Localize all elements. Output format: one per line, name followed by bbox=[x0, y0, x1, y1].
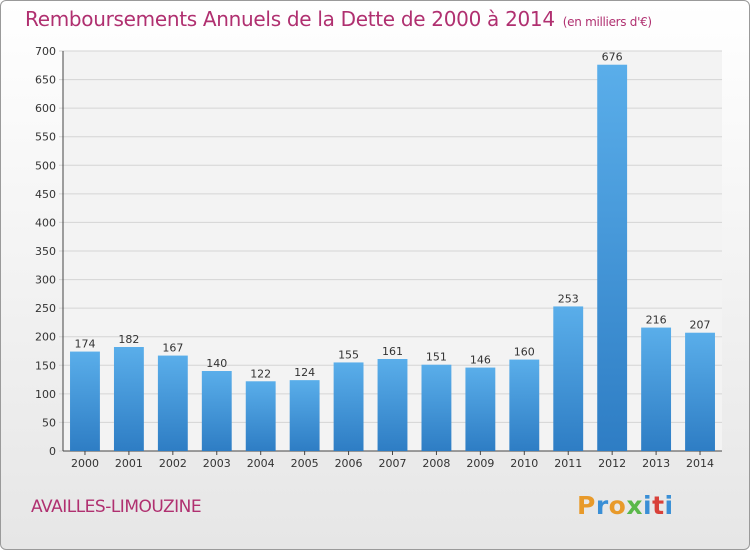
data-label: 182 bbox=[118, 333, 139, 346]
bar bbox=[245, 381, 276, 451]
bar bbox=[289, 380, 320, 451]
y-tick-label: 650 bbox=[35, 74, 56, 87]
bar bbox=[465, 367, 496, 451]
bar bbox=[553, 306, 584, 451]
x-tick-label: 2003 bbox=[203, 457, 231, 470]
bar bbox=[70, 351, 100, 451]
data-label: 124 bbox=[294, 366, 315, 379]
y-tick-label: 700 bbox=[35, 45, 56, 58]
chart-title-text: Remboursements Annuels de la Dette de 20… bbox=[25, 7, 555, 31]
y-tick-label: 350 bbox=[35, 245, 56, 258]
bar bbox=[201, 371, 232, 451]
bar bbox=[377, 359, 408, 451]
bar bbox=[509, 359, 540, 451]
data-label: 253 bbox=[558, 292, 579, 305]
y-tick-label: 200 bbox=[35, 331, 56, 344]
y-tick-label: 0 bbox=[49, 445, 56, 458]
data-label: 160 bbox=[514, 346, 535, 359]
x-tick-label: 2001 bbox=[115, 457, 143, 470]
x-tick-label: 2011 bbox=[554, 457, 582, 470]
y-tick-label: 550 bbox=[35, 131, 56, 144]
x-tick-label: 2005 bbox=[291, 457, 319, 470]
data-label: 146 bbox=[470, 354, 491, 367]
data-label: 161 bbox=[382, 345, 403, 358]
x-tick-label: 2000 bbox=[71, 457, 99, 470]
bar bbox=[685, 332, 715, 451]
y-tick-label: 500 bbox=[35, 159, 56, 172]
y-tick-label: 450 bbox=[35, 188, 56, 201]
data-label: 151 bbox=[426, 351, 447, 364]
data-label: 155 bbox=[338, 348, 359, 361]
bar bbox=[333, 362, 364, 451]
y-tick-label: 250 bbox=[35, 302, 56, 315]
logo-letter: P bbox=[577, 491, 596, 520]
x-tick-label: 2008 bbox=[422, 457, 450, 470]
commune-name: AVAILLES-LIMOUZINE bbox=[31, 497, 202, 517]
bar bbox=[113, 347, 144, 451]
proxiti-logo: Proxiti bbox=[577, 491, 674, 520]
x-tick-label: 2013 bbox=[642, 457, 670, 470]
data-label: 140 bbox=[206, 357, 227, 370]
bar bbox=[597, 64, 628, 451]
logo-letter: x bbox=[626, 491, 643, 520]
x-tick-label: 2014 bbox=[686, 457, 714, 470]
data-label: 216 bbox=[646, 314, 667, 327]
logo-letter: i bbox=[643, 491, 653, 520]
y-tick-label: 300 bbox=[35, 274, 56, 287]
y-tick-label: 50 bbox=[42, 416, 56, 429]
chart-unit-label: (en milliers d'€) bbox=[562, 15, 652, 29]
y-tick-label: 600 bbox=[35, 102, 56, 115]
y-tick-label: 150 bbox=[35, 359, 56, 372]
bar bbox=[421, 364, 452, 451]
data-label: 676 bbox=[602, 51, 623, 64]
logo-letter: o bbox=[608, 491, 627, 520]
logo-letter: i bbox=[664, 491, 674, 520]
bar bbox=[157, 355, 188, 451]
data-label: 167 bbox=[162, 342, 183, 355]
y-tick-label: 100 bbox=[35, 388, 56, 401]
x-tick-label: 2007 bbox=[379, 457, 407, 470]
x-tick-label: 2004 bbox=[247, 457, 275, 470]
bar bbox=[641, 327, 672, 451]
data-label: 122 bbox=[250, 367, 271, 380]
y-tick-label: 400 bbox=[35, 216, 56, 229]
logo-letter: r bbox=[595, 491, 609, 520]
data-label: 174 bbox=[74, 338, 95, 351]
chart-title: Remboursements Annuels de la Dette de 20… bbox=[25, 7, 652, 31]
logo-letter: t bbox=[652, 491, 665, 520]
x-tick-label: 2006 bbox=[335, 457, 363, 470]
x-tick-label: 2009 bbox=[466, 457, 494, 470]
x-tick-label: 2002 bbox=[159, 457, 187, 470]
x-tick-label: 2012 bbox=[598, 457, 626, 470]
data-label: 207 bbox=[690, 319, 711, 332]
x-tick-label: 2010 bbox=[510, 457, 538, 470]
